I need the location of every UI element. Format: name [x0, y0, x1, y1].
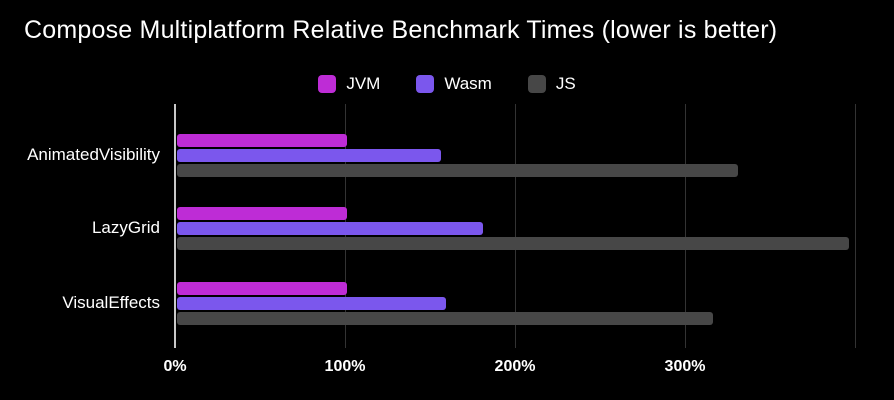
legend-swatch-wasm — [416, 75, 435, 93]
bar-lazygrid-wasm — [177, 222, 483, 235]
legend-swatch-jvm — [318, 75, 337, 93]
gridline-400 — [855, 104, 856, 348]
x-tick-label-300: 300% — [664, 358, 706, 375]
category-label-lazygrid: LazyGrid — [91, 218, 160, 237]
category-label-animatedvisibility: AnimatedVisibility — [27, 145, 160, 164]
legend-item-js: JS — [527, 74, 576, 94]
bar-lazygrid-jvm — [177, 207, 347, 220]
bar-animatedvisibility-js — [177, 164, 738, 177]
gridline-200 — [515, 104, 516, 348]
legend-swatch-js — [527, 75, 546, 93]
plot-area — [174, 104, 856, 348]
legend-item-wasm: Wasm — [416, 74, 492, 94]
x-tick-label-0: 0% — [163, 358, 187, 375]
bar-visualeffects-wasm — [177, 297, 446, 310]
legend-label: JS — [555, 74, 576, 93]
x-tick-label-200: 200% — [494, 358, 536, 375]
bar-visualeffects-js — [177, 312, 713, 325]
bar-animatedvisibility-wasm — [177, 149, 441, 162]
y-axis-line — [174, 104, 176, 348]
category-label-visualeffects: VisualEffects — [62, 293, 160, 312]
chart-title: Compose Multiplatform Relative Benchmark… — [24, 16, 778, 44]
bar-lazygrid-js — [177, 237, 849, 250]
gridline-300 — [685, 104, 686, 348]
legend: JVM Wasm JS — [0, 74, 894, 94]
x-tick-label-100: 100% — [324, 358, 366, 375]
category-axis-labels: AnimatedVisibility LazyGrid VisualEffects — [0, 104, 167, 348]
bar-animatedvisibility-jvm — [177, 134, 347, 147]
x-axis-tick-labels: 0% 100% 200% 300% — [163, 358, 855, 382]
legend-label: Wasm — [444, 74, 492, 93]
legend-label: JVM — [346, 74, 381, 93]
bar-visualeffects-jvm — [177, 282, 347, 295]
legend-item-jvm: JVM — [318, 74, 380, 94]
